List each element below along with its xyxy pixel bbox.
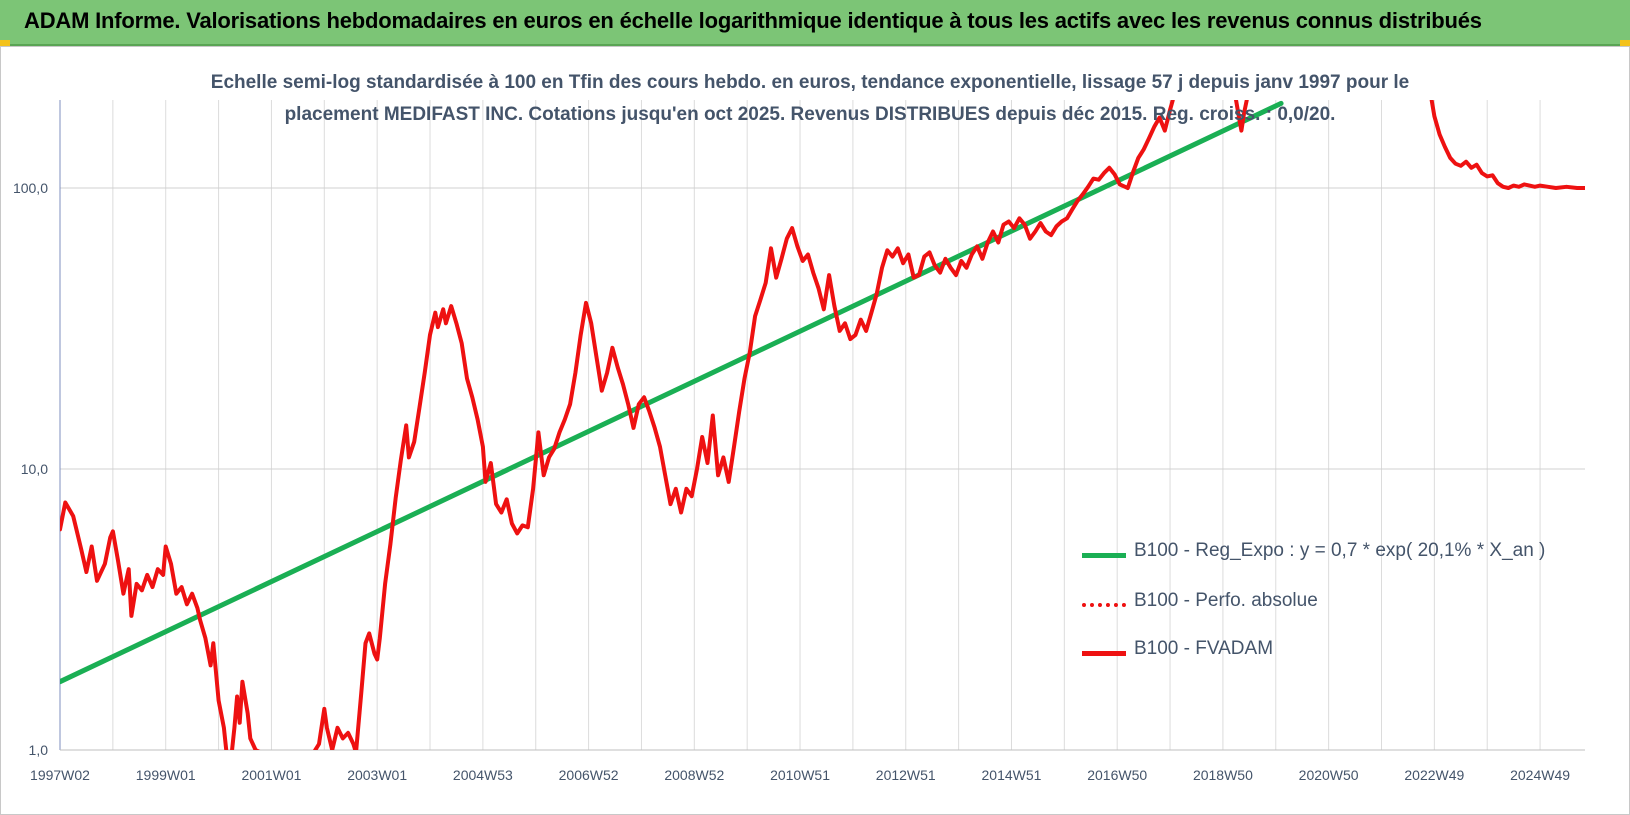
series-line-fvadam-segment xyxy=(230,679,261,750)
chart-title: Echelle semi-log standardisée à 100 en T… xyxy=(210,72,1410,93)
grid-layer xyxy=(59,100,1585,751)
x-tick-label: 1999W01 xyxy=(136,767,196,783)
x-tick-label: 2016W50 xyxy=(1087,767,1147,783)
title-bar: ADAM Informe. Valorisations hebdomadaire… xyxy=(0,0,1630,46)
legend-swatch-regression xyxy=(1082,553,1126,558)
x-tick-label: 2008W52 xyxy=(664,767,724,783)
x-tick-label: 1997W02 xyxy=(30,767,90,783)
legend-label-perfo-absolue: B100 - Perfo. absolue xyxy=(1134,590,1318,611)
legend-label-fvadam: B100 - FVADAM xyxy=(1134,638,1274,659)
x-tick-label: 2001W01 xyxy=(241,767,301,783)
legend-label-regression: B100 - Reg_Expo : y = 0,7 * exp( 20,1% *… xyxy=(1134,540,1546,561)
x-tick-label: 2012W51 xyxy=(876,767,936,783)
corner-marker-top-left xyxy=(0,40,10,50)
y-tick-label: 10,0 xyxy=(21,461,48,477)
series-line-fvadam-segment xyxy=(354,100,1175,750)
x-tick-label: 2024W49 xyxy=(1510,767,1570,783)
x-tick-label: 2014W51 xyxy=(982,767,1042,783)
legend-swatch-perfo-absolue xyxy=(1082,603,1126,607)
y-tick-label: 1,0 xyxy=(29,742,49,758)
series-layer xyxy=(60,100,1585,750)
x-tick-label: 2006W52 xyxy=(559,767,619,783)
series-line-fvadam-segment xyxy=(1429,100,1585,190)
x-tick-label: 2003W01 xyxy=(347,767,407,783)
x-tick-label: 2020W50 xyxy=(1299,767,1359,783)
x-tick-label: 2004W53 xyxy=(453,767,513,783)
legend-swatch-fvadam xyxy=(1082,651,1126,656)
series-line-fvadam-segment xyxy=(60,500,229,750)
chart-subtitle: placement MEDIFAST INC. Cotations jusqu'… xyxy=(284,104,1336,125)
series-line-fvadam-segment xyxy=(312,706,358,750)
x-tick-label: 2018W50 xyxy=(1193,767,1253,783)
series-line-fvadam-segment xyxy=(1234,100,1249,133)
x-tick-label: 2010W51 xyxy=(770,767,830,783)
corner-marker-top-right xyxy=(1620,40,1630,50)
x-tick-label: 2022W49 xyxy=(1404,767,1464,783)
y-tick-label: 100,0 xyxy=(13,180,48,196)
page-title: ADAM Informe. Valorisations hebdomadaire… xyxy=(24,8,1482,33)
axis-layer: 1997W02 1999W01 2001W01 2003W01 2004W53 2006W… xyxy=(13,100,1585,783)
series-line-0 xyxy=(60,100,1284,685)
